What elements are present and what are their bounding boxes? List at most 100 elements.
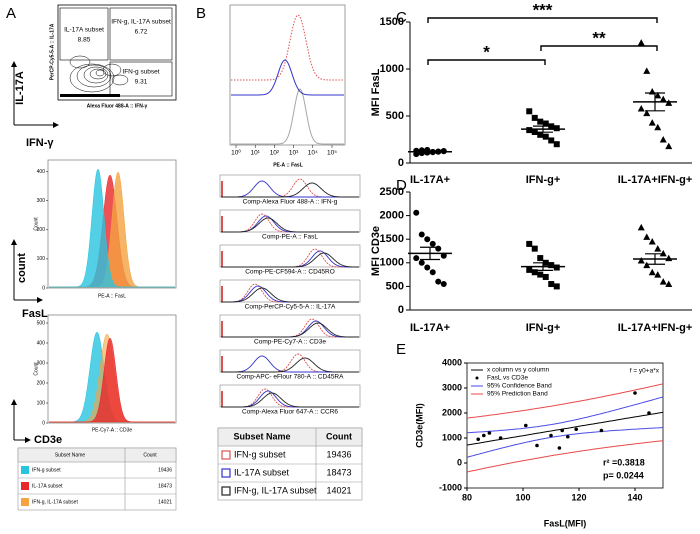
histogram-label: Comp-APC- eFlour 780-A :: CD45RA	[237, 374, 345, 381]
panel-label: B	[196, 5, 206, 22]
histogram-label: Comp-PE-Cy7-A :: CD3e	[254, 339, 326, 346]
legend-name: IFN-g, IL-17A subset	[234, 485, 317, 495]
data-point	[665, 280, 673, 288]
histogram-curve	[221, 392, 359, 408]
y-tick-label: 0	[398, 304, 404, 316]
x-tick-label: 80	[462, 492, 472, 502]
y-tick-label: 2500	[380, 186, 404, 198]
data-point	[440, 281, 447, 288]
data-point	[643, 109, 651, 117]
data-point	[560, 428, 564, 433]
data-point	[599, 428, 604, 433]
data-point	[418, 259, 425, 266]
data-point	[424, 236, 431, 243]
legend-label: 95% Confidence Band	[487, 383, 552, 390]
y-tick-label: 1500	[380, 16, 404, 28]
histogram-frame	[219, 279, 361, 303]
data-point	[654, 91, 662, 99]
y-tick-label: 2000	[380, 210, 404, 222]
legend-name: IL-17A subset	[234, 467, 290, 477]
histogram-curve	[221, 357, 359, 373]
y-axis-label: PerCP-Cy5-5-A :: IL-17A	[49, 23, 55, 80]
gate-value: 6.72	[135, 29, 148, 36]
x-tick-label: 10³	[289, 150, 299, 157]
y-tick-label: 1000	[380, 257, 404, 269]
y-tick-label: 500	[386, 110, 404, 122]
y-tick-label: 400	[37, 169, 46, 175]
y-axis-label: CD3e(MFI)	[414, 403, 424, 448]
data-point	[648, 119, 656, 126]
legend-swatch	[221, 450, 231, 460]
legend-swatch	[21, 482, 29, 490]
arrow-label: CD3e	[34, 434, 62, 446]
x-tick-label: 10⁰	[231, 149, 241, 157]
y-axis-label: MFI FasL	[370, 68, 382, 116]
data-point	[537, 271, 544, 278]
data-point	[526, 108, 533, 115]
legend-label: x column vs y column	[487, 367, 550, 374]
histogram-curve	[49, 337, 175, 423]
panel-label: C	[396, 9, 407, 26]
data-point	[659, 249, 667, 257]
arrow-label: IFN-γ	[26, 137, 54, 149]
data-point	[637, 223, 645, 231]
histogram-curve	[221, 217, 359, 233]
data-point	[637, 104, 645, 112]
y-tick-label: -1000	[439, 482, 462, 492]
x-tick-label: 100	[515, 492, 530, 502]
data-point	[654, 245, 662, 252]
data-point	[659, 95, 667, 103]
legend-name: IFN-g, IL-17A subset	[32, 499, 78, 505]
legend-count: 18473	[158, 483, 172, 489]
spike	[221, 181, 223, 197]
spike	[221, 356, 223, 372]
significance-bracket	[427, 17, 658, 23]
x-tick-label: IFN-g+	[526, 322, 561, 334]
x-tick-label: IL-17A+IFN-g+	[618, 322, 693, 334]
panel-label: D	[396, 177, 407, 194]
histogram-label: Comp-Alexa Fluor 647-A :: CCR6	[242, 409, 338, 416]
gate-name: IL-17A subset	[64, 27, 104, 34]
data-point	[637, 256, 645, 264]
histogram-label: Comp-Alexa Fluor 488-A :: IFN-g	[243, 199, 338, 206]
data-point	[542, 120, 549, 127]
x-tick-label: 10²	[270, 150, 280, 157]
fit-group	[467, 383, 663, 473]
x-tick-label: IL-17A+	[410, 174, 450, 186]
data-point	[647, 411, 651, 415]
data-point	[637, 39, 645, 46]
y-tick-label: 0	[42, 285, 45, 291]
legend-marker	[475, 376, 479, 380]
legend-swatch	[21, 498, 29, 506]
data-point	[429, 269, 436, 276]
x-axis-label: FasL(MFI)	[544, 518, 587, 528]
x-tick-label: 10⁴	[308, 150, 318, 157]
data-point	[440, 252, 447, 259]
y-tick-label: 3000	[442, 382, 462, 392]
legend-count: 14021	[158, 499, 172, 505]
legend-name: IFN-g subset	[234, 449, 286, 459]
confidence-band	[467, 427, 663, 458]
y-axis-label: Count	[33, 362, 39, 376]
table-header: Subset Name	[55, 452, 86, 458]
legend-label: FasL vs CD3e	[487, 375, 528, 382]
data-point	[526, 127, 533, 134]
data-point	[643, 261, 651, 269]
data-point	[633, 391, 637, 395]
gate-value: 9.31	[135, 79, 148, 86]
panel-label: E	[396, 341, 406, 358]
spike	[221, 286, 223, 302]
table-header: Count	[143, 452, 157, 458]
histogram-curve	[221, 252, 359, 268]
y-tick-label: 500	[386, 280, 404, 292]
prediction-band	[467, 440, 663, 473]
y-tick-label: 0	[42, 420, 45, 426]
legend-swatch	[21, 466, 29, 474]
y-axis-label: Count	[33, 217, 39, 231]
significance-label: *	[483, 42, 490, 61]
data-point	[548, 262, 555, 269]
x-axis-label: Alexa Fluor 488-A :: IFN-γ	[87, 103, 148, 109]
legend-count: 14021	[326, 485, 351, 495]
data-point	[654, 271, 662, 278]
data-point	[659, 136, 667, 143]
